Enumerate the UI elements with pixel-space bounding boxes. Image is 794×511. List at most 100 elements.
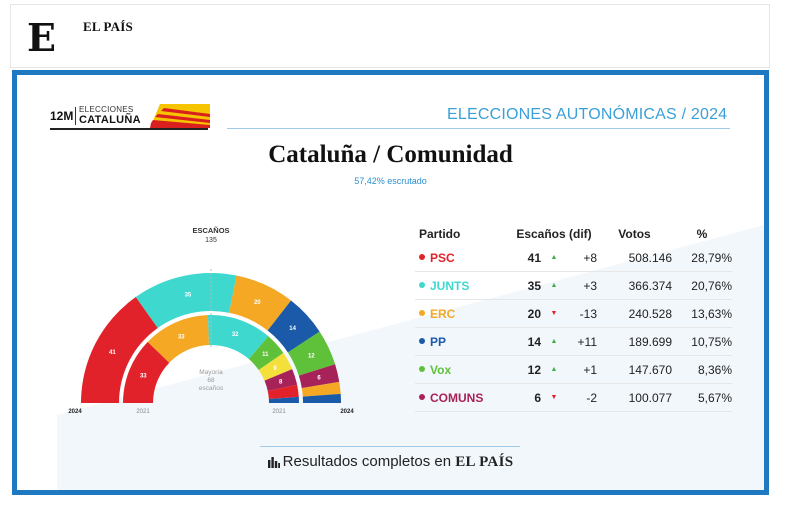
seat-label: 6 [317,375,321,381]
votes-value: 240.528 [597,299,672,328]
party-cell: JUNTS [415,271,511,300]
scrutiny-progress: 57,42% escrutado [354,176,427,186]
col-header-party: Partido [419,227,461,241]
election-widget-frame: 12M ELECCIONES CATALUÑA ELECCIONES AUTON… [12,70,769,495]
seat-arc-2021-vox [248,336,284,371]
party-color-dot [419,282,425,289]
seats-diff: +3 [567,271,597,300]
seat-arc-2024-other [302,393,341,403]
arrow-up-icon: ▲ [541,355,567,384]
votes-value: 147.670 [597,355,672,384]
seat-arc-2024-pp [267,300,320,353]
percent-value: 13,63% [672,299,732,328]
seat-hemicycle-chart: 41 35 20 14 12 6 2024 2024 33 33 32 11 9 8 2021 2021 ESC… [68,226,354,415]
party-cell: ERC [415,299,511,328]
votes-value: 189.699 [597,327,672,356]
percent-value: 10,75% [672,327,732,356]
party-color-dot [419,394,425,401]
seat-label: 41 [109,350,116,356]
party-name: COMUNS [430,390,484,405]
result-row-erc: ERC 20 ▼ -13 240.528 13,63% [415,299,732,328]
seats-diff: +8 [567,244,597,272]
brand-line-2: CATALUÑA [79,114,141,126]
full-results-link[interactable]: Resultados completos en EL PAÍS [17,453,764,471]
votes-value: 508.146 [597,244,672,272]
seat-arc-2021-psc [123,341,170,403]
arrow-up-icon: ▲ [541,327,567,356]
heading-underline [227,128,730,129]
majority-unit: escaños [199,385,224,392]
majority-label: Mayoría [199,369,223,376]
seats-total-value: 135 [205,237,217,244]
percent-value: 20,76% [672,271,732,300]
percent-value: 28,79% [672,244,732,272]
site-header: E EL PAÍS [10,4,770,68]
party-cell: Vox [415,355,511,384]
arrow-down-icon: ▼ [541,299,567,328]
section-heading: ELECCIONES AUTONÓMICAS / 2024 [447,106,728,123]
elections-brand: 12M ELECCIONES CATALUÑA [50,104,210,132]
percent-value: 8,36% [672,355,732,384]
ring-year-label: 2024 [340,409,354,415]
party-name: ERC [430,306,456,321]
result-row-junts: JUNTS 35 ▲ +3 366.374 20,76% [415,271,732,300]
party-color-dot [419,366,425,373]
brand-line-1: ELECCIONES [79,105,134,114]
votes-value: 100.077 [597,383,672,412]
party-cell: PSC [415,244,511,272]
party-name: JUNTS [430,278,470,293]
party-color-dot [419,338,425,345]
arrow-down-icon: ▼ [541,383,567,412]
result-row-pp: PP 14 ▲ +11 189.699 10,75% [415,327,732,356]
seat-arc-2021-erc [147,315,209,363]
ring-year-label: 2024 [68,409,82,415]
seat-label: 14 [289,326,296,332]
seat-arc-2024-other [301,381,341,397]
seat-arc-2024-vox [287,331,336,376]
col-header-seats: Escaños (dif) [516,227,592,241]
footer-divider [260,446,520,447]
seat-label: 20 [254,300,261,306]
el-pais-logo[interactable]: E [27,15,56,60]
votes-value: 366.374 [597,271,672,300]
result-row-vox: Vox 12 ▲ +1 147.670 8,36% [415,355,732,384]
seats-diff: +11 [567,327,597,356]
brand-separator [75,107,76,125]
result-row-psc: PSC 41 ▲ +8 508.146 28,79% [415,244,732,272]
seat-label: 12 [308,354,315,360]
seat-arc-2024-erc [229,275,292,331]
site-name[interactable]: EL PAÍS [83,19,133,34]
party-name: Vox [430,362,452,377]
arrow-up-icon: ▲ [541,271,567,300]
ring-year-label: 2021 [136,409,150,415]
seat-arc-2021-pp [268,396,299,403]
party-color-dot [419,310,425,317]
seat-label: 33 [140,374,147,380]
seat-label: 35 [185,292,192,298]
seat-label: 32 [232,332,239,338]
party-name: PSC [430,250,455,265]
seat-arc-2021-comuns [264,369,298,391]
bar-chart-icon [267,456,280,468]
seat-label: 33 [178,334,185,340]
seat-arc-2024-psc [81,296,158,403]
election-widget[interactable]: 12M ELECCIONES CATALUÑA ELECCIONES AUTON… [17,75,764,490]
seats-diff: -2 [567,383,597,412]
seat-label: 9 [273,366,277,372]
brand-underline [50,128,208,130]
full-results-brand: EL PAÍS [455,454,514,470]
results-table: Partido Escaños (dif) Votos % PSC 41 ▲ +8 50… [415,224,732,412]
seats-value: 12 [511,355,541,384]
seats-value: 6 [511,383,541,412]
widget-title: Cataluña / Comunidad [268,141,513,168]
party-name: PP [430,334,447,349]
col-header-pct: % [696,227,708,241]
arrow-up-icon: ▲ [541,244,567,272]
catalan-flag-icon [150,104,210,128]
seat-arc-2021-other [267,384,299,399]
seat-arc-2021-junts [207,315,269,360]
seat-arc-2024-comuns [298,364,340,389]
result-row-comuns: COMUNS 6 ▼ -2 100.077 5,67% [415,383,732,412]
seats-value: 20 [511,299,541,328]
seat-label: 11 [262,352,269,358]
